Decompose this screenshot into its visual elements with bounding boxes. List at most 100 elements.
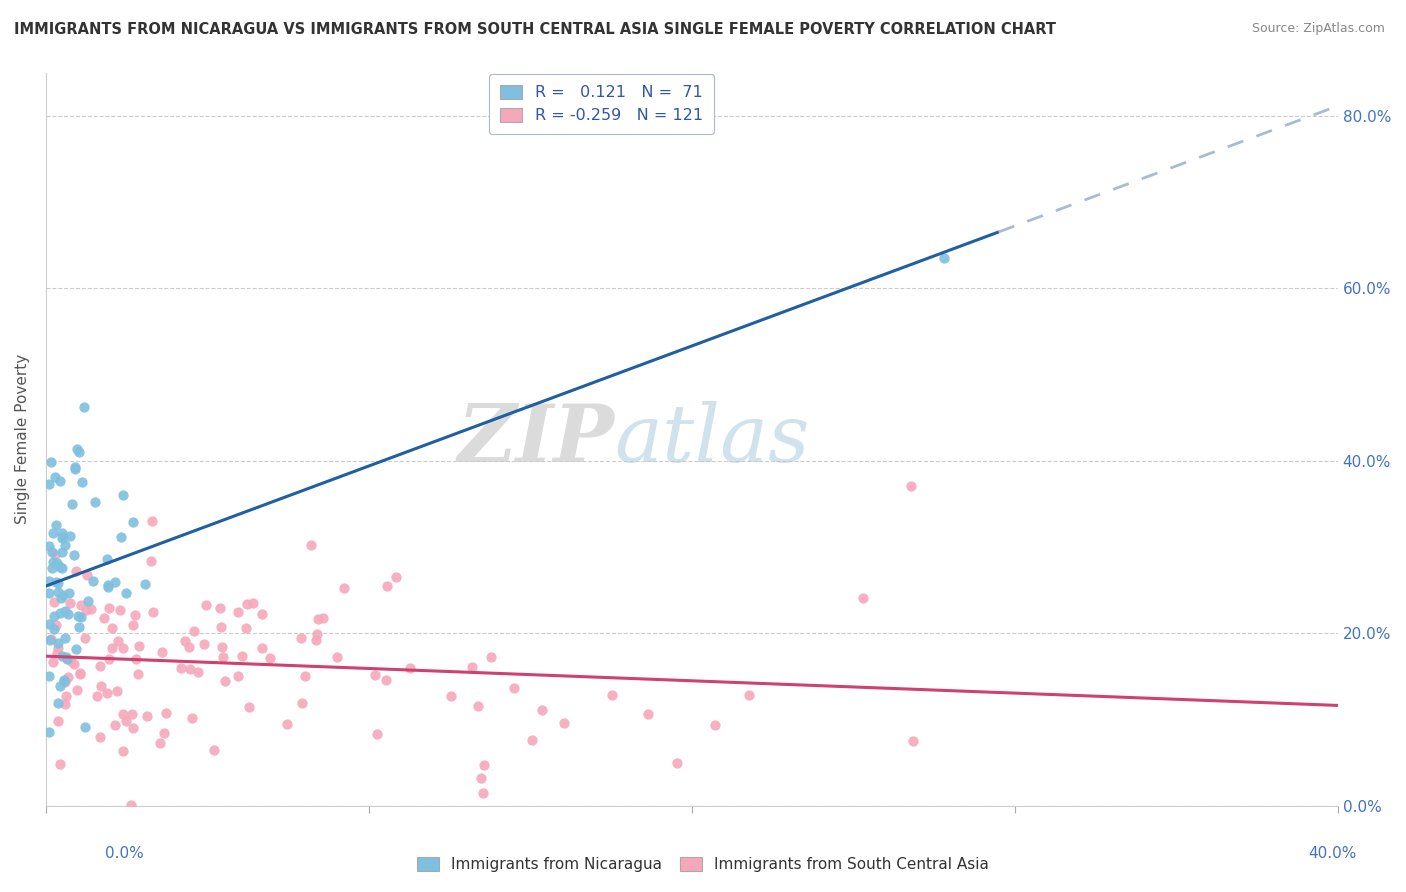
Point	[364, 668, 387, 682]
Point	[211, 649, 233, 664]
Point	[179, 662, 201, 676]
Point	[602, 688, 624, 702]
Point	[44, 549, 66, 563]
Point	[39, 455, 62, 469]
Point	[112, 707, 135, 722]
Point	[139, 554, 162, 568]
Point	[49, 606, 72, 620]
Point	[48, 474, 70, 488]
Point	[55, 649, 77, 664]
Point	[114, 714, 136, 729]
Point	[49, 679, 72, 693]
Text: atlas: atlas	[614, 401, 810, 478]
Point	[134, 577, 156, 591]
Point	[193, 637, 215, 651]
Point	[67, 619, 90, 633]
Point	[211, 640, 233, 654]
Point	[86, 689, 108, 703]
Point	[252, 607, 274, 621]
Point	[38, 586, 60, 600]
Point	[58, 585, 80, 599]
Point	[49, 756, 72, 771]
Text: IMMIGRANTS FROM NICARAGUA VS IMMIGRANTS FROM SOUTH CENTRAL ASIA SINGLE FEMALE PO: IMMIGRANTS FROM NICARAGUA VS IMMIGRANTS …	[14, 22, 1056, 37]
Point	[59, 596, 82, 610]
Point	[149, 736, 172, 750]
Point	[44, 575, 66, 590]
Point	[242, 596, 264, 610]
Point	[42, 555, 65, 569]
Point	[42, 609, 65, 624]
Point	[97, 578, 120, 592]
Point	[305, 633, 328, 648]
Point	[236, 598, 259, 612]
Point	[294, 669, 316, 683]
Point	[38, 539, 60, 553]
Point	[108, 603, 131, 617]
Point	[398, 661, 420, 675]
Point	[900, 479, 922, 493]
Point	[56, 670, 79, 684]
Point	[851, 591, 873, 606]
Point	[89, 659, 111, 673]
Point	[55, 652, 77, 666]
Point	[128, 639, 150, 653]
Point	[209, 601, 232, 615]
Point	[127, 667, 149, 681]
Point	[66, 442, 89, 456]
Point	[384, 570, 406, 584]
Point	[177, 640, 200, 654]
Point	[299, 538, 322, 552]
Point	[111, 641, 134, 656]
Text: 40.0%: 40.0%	[1309, 846, 1357, 861]
Point	[76, 567, 98, 582]
Point	[96, 551, 118, 566]
Point	[53, 605, 76, 619]
Point	[53, 698, 76, 712]
Point	[141, 514, 163, 528]
Point	[48, 575, 70, 590]
Point	[738, 688, 761, 702]
Point	[307, 627, 329, 641]
Point	[290, 632, 312, 646]
Point	[46, 636, 69, 650]
Point	[202, 743, 225, 757]
Point	[135, 709, 157, 723]
Point	[97, 580, 120, 594]
Point	[121, 516, 143, 530]
Point	[181, 711, 204, 725]
Point	[69, 666, 91, 681]
Point	[56, 651, 79, 665]
Point	[75, 603, 97, 617]
Point	[51, 545, 73, 559]
Point	[73, 400, 96, 414]
Point	[45, 518, 67, 533]
Point	[375, 579, 398, 593]
Point	[479, 650, 502, 665]
Point	[214, 674, 236, 689]
Point	[49, 591, 72, 605]
Point	[704, 717, 727, 731]
Point	[52, 588, 75, 602]
Point	[107, 634, 129, 648]
Point	[183, 624, 205, 638]
Point	[55, 689, 77, 703]
Point	[59, 654, 82, 668]
Point	[83, 494, 105, 508]
Point	[59, 529, 82, 543]
Point	[63, 459, 86, 474]
Point	[932, 252, 955, 266]
Point	[52, 673, 75, 687]
Point	[77, 593, 100, 607]
Point	[80, 602, 103, 616]
Point	[52, 530, 75, 544]
Point	[38, 725, 60, 739]
Point	[69, 667, 91, 681]
Point	[467, 699, 489, 714]
Point	[42, 526, 65, 541]
Point	[66, 683, 89, 698]
Point	[186, 665, 208, 680]
Point	[45, 617, 67, 632]
Point	[65, 462, 87, 476]
Point	[44, 470, 66, 484]
Point	[307, 612, 329, 626]
